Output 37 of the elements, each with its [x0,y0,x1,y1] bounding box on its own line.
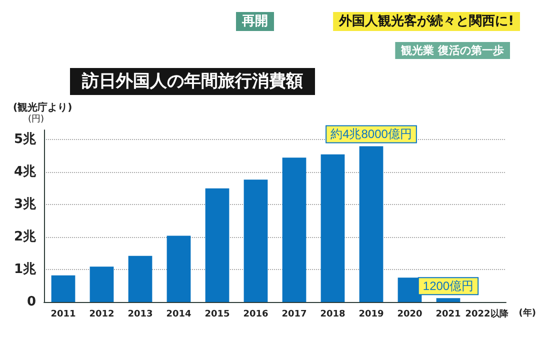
bar [166,236,191,302]
y-tick-label: 2兆 [14,230,37,245]
text: 観光業 復活の第一歩 [400,44,504,57]
bar [320,154,345,302]
x-tick-label: 2012 [89,310,114,320]
y-tick-label: 3兆 [14,197,37,212]
x-tick-label: 2013 [128,310,153,320]
y-tick-label: 1兆 [14,262,37,278]
y-axis-title: (円) [28,114,44,124]
x-tick-label: 2011 [50,310,76,320]
x-tick-label: 2015 [204,310,230,320]
bar [244,180,268,302]
x-tick-label: 2021 [436,310,461,320]
x-tick-label: 2018 [320,310,346,320]
x-tick-label: 2022以降 [465,308,510,320]
bar [128,256,152,302]
x-tick-label: 2019 [358,310,384,320]
x-tick-label: 2016 [243,310,268,320]
chart-subtitle: (観光庁より) [13,102,72,114]
bar [90,266,114,302]
x-tick-label: 2017 [282,310,307,320]
bar [359,146,384,302]
bar [282,158,306,302]
annotation: 1200億円 [422,279,474,294]
x-tick-label: 2014 [166,310,192,320]
x-tick-label: 2020 [397,310,422,320]
chart-title: 訪日外国人の年間旅行消費額 [81,72,303,92]
annotation: 約4兆8000億円 [330,127,412,142]
y-tick-label: 0 [26,294,36,310]
bar [51,275,76,302]
bar [436,298,460,302]
text: 外国人観光客が続々と関西に! [338,13,514,29]
y-tick-label: 5兆 [14,132,37,148]
y-tick-label: 4兆 [14,164,37,180]
text: 再開 [241,14,268,29]
x-axis-title: (年) [518,308,536,318]
bar [205,188,230,302]
